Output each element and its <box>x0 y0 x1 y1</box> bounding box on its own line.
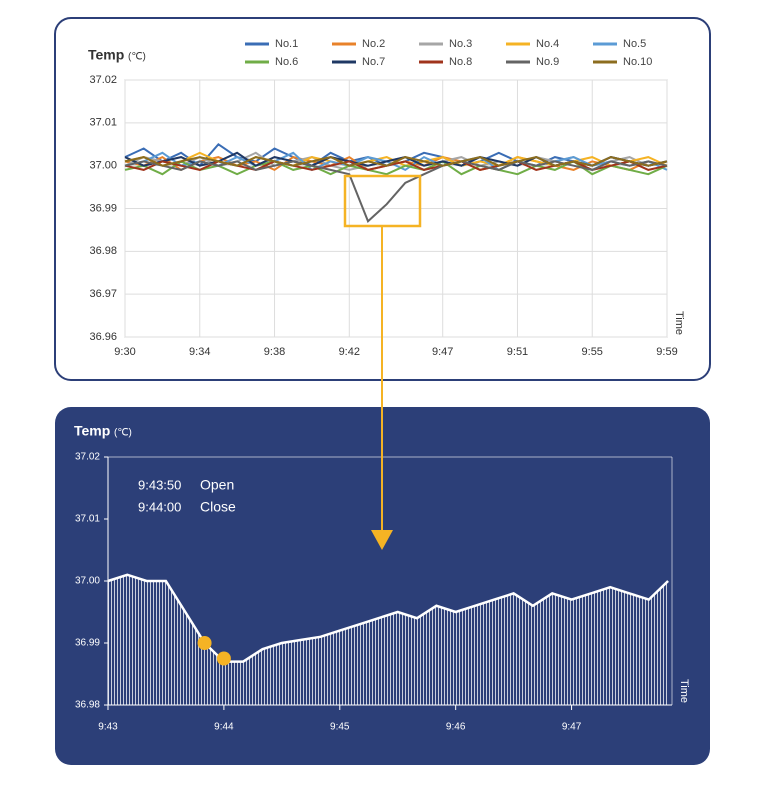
y-tick-label: 36.99 <box>89 202 117 214</box>
legend-label: No.4 <box>536 38 559 50</box>
chart-title: Temp <box>74 423 110 439</box>
y-tick-label: 37.01 <box>89 117 117 129</box>
y-tick-label: 36.96 <box>89 331 117 343</box>
annotation-text: Open <box>200 477 234 493</box>
legend-label: No.3 <box>449 38 472 50</box>
x-tick-label: 9:47 <box>562 722 582 733</box>
legend-label: No.5 <box>623 38 646 50</box>
annotation-text: Close <box>200 499 236 515</box>
legend-label: No.9 <box>536 56 559 68</box>
x-tick-label: 9:43 <box>98 722 118 733</box>
x-tick-label: 9:42 <box>339 346 360 358</box>
x-tick-label: 9:46 <box>446 722 466 733</box>
event-marker <box>197 636 212 650</box>
x-tick-label: 9:34 <box>189 346 210 358</box>
arrow-head <box>371 530 393 550</box>
legend-label: No.8 <box>449 56 472 68</box>
series-line <box>124 160 668 224</box>
y-tick-label: 36.98 <box>75 700 100 711</box>
series-line <box>124 156 668 167</box>
x-tick-label: 9:30 <box>114 346 135 358</box>
y-tick-label: 36.98 <box>89 245 117 257</box>
area <box>108 574 669 705</box>
x-tick-label: 9:55 <box>582 346 603 358</box>
y-tick-label: 36.97 <box>89 288 117 300</box>
legend-label: No.1 <box>275 38 298 50</box>
chart-bottom: Temp (℃) 36.98 36.99 37.00 37.01 37.02 9:43 9:44… <box>74 423 690 733</box>
y-tick-label: 37.01 <box>75 514 100 525</box>
unit-label: (℃) <box>114 428 132 439</box>
x-tick-label: 9:45 <box>330 722 350 733</box>
legend-label: No.2 <box>362 38 385 50</box>
unit-label: (℃) <box>128 52 146 63</box>
event-marker <box>216 651 231 666</box>
x-axis-label: Time <box>678 679 690 703</box>
x-tick-label: 9:59 <box>656 346 677 358</box>
legend-label: No.10 <box>623 56 652 68</box>
y-tick-label: 37.02 <box>89 74 117 86</box>
y-tick-label: 36.99 <box>75 638 100 649</box>
x-axis-label: Time <box>673 311 685 335</box>
legend-label: No.7 <box>362 56 385 68</box>
y-tick-label: 37.00 <box>89 160 117 172</box>
legend-label: No.6 <box>275 56 298 68</box>
chart-title: Temp <box>88 47 124 63</box>
annotation-time: 9:44:00 <box>138 499 181 514</box>
y-tick-label: 37.00 <box>75 576 100 587</box>
chart-top: Temp (℃) 36.96 36.97 36.98 36.99 37.00 37.01 37.… <box>88 38 685 358</box>
x-tick-label: 9:51 <box>507 346 528 358</box>
x-tick-label: 9:47 <box>432 346 453 358</box>
y-tick-label: 37.02 <box>75 452 100 463</box>
x-tick-label: 9:44 <box>214 722 234 733</box>
annotation-time: 9:43:50 <box>138 477 181 492</box>
x-tick-label: 9:38 <box>264 346 285 358</box>
